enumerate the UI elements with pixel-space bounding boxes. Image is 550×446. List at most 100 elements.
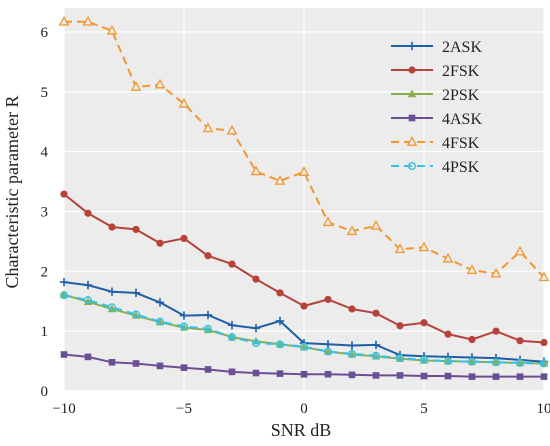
data-point [132,360,140,367]
x-tick-label: −5 [176,401,192,417]
data-point [156,362,164,370]
data-point [107,287,117,296]
data-point [59,277,69,287]
data-point [418,241,430,252]
data-point [275,316,285,326]
data-point [131,288,141,298]
legend-item-4psk: 4PSK [391,159,480,176]
x-axis-label: SNR dB [271,420,332,440]
data-point [324,370,332,378]
data-point [324,295,332,304]
data-point [538,271,550,282]
y-tick-label: 0 [41,384,49,400]
data-point [490,267,502,278]
data-point [60,190,68,198]
data-point [396,322,404,330]
data-point [372,372,380,379]
data-point [408,66,416,74]
data-point [406,136,418,146]
data-point [156,239,164,247]
y-tick-label: 4 [41,145,49,161]
series-2fsk [60,190,548,347]
data-point [130,81,142,91]
data-point [178,97,190,108]
data-point [408,161,417,170]
data-point [348,349,357,358]
y-tick-label: 2 [41,264,49,280]
legend: 2ASK 2FSK 2PSK 4ASK 4FSK 4PSK [391,39,482,176]
data-point [371,340,381,350]
data-point [491,357,501,366]
legend-label: 4ASK [442,111,482,128]
series-layer [58,15,550,380]
x-tick-label: 0 [300,401,308,417]
data-point [251,323,261,333]
data-point [251,339,260,348]
data-point [347,341,357,350]
data-point [396,354,405,363]
data-point [58,15,70,26]
data-point [203,324,212,333]
legend-item-2fsk: 2FSK [391,63,480,80]
y-axis-label: Characteristic parameter R [2,96,22,289]
legend-label: 2PSK [442,87,480,104]
x-tick-label: −10 [52,401,75,417]
y-tick-label: 5 [41,85,49,101]
x-tick-label: 5 [420,401,428,417]
data-point [228,260,236,268]
data-point [107,303,116,312]
data-point [276,340,285,349]
series-4fsk [58,15,550,282]
data-point [420,319,428,327]
data-point [540,373,548,380]
data-point [180,234,188,242]
data-point [131,310,140,319]
data-point [202,122,214,133]
data-point [468,335,476,344]
data-point [228,368,236,376]
data-point [226,124,238,135]
data-point [420,355,429,364]
data-point [106,24,118,35]
y-tick-label: 3 [41,204,49,220]
data-point [83,296,92,305]
data-point [155,298,165,307]
legend-label: 4FSK [442,135,480,152]
data-point [108,358,116,366]
series-4ask [60,351,548,380]
data-point [444,357,453,366]
legend-item-4fsk: 4FSK [391,135,480,152]
data-point [540,359,549,368]
x-tick-label: 10 [537,401,550,417]
data-point [466,264,478,274]
data-point [300,370,308,378]
legend-label: 4PSK [442,159,480,176]
data-point [407,41,417,51]
data-point [370,219,382,230]
data-point [132,225,140,234]
data-point [492,373,500,380]
legend-label: 2FSK [442,63,480,80]
data-point [204,366,212,373]
series-4psk [60,291,549,368]
data-point [252,275,260,283]
legend-item-4ask: 4ASK [391,111,482,128]
data-point [468,373,476,380]
data-point [514,245,526,256]
data-point [60,291,69,300]
data-point [323,347,333,355]
data-point [82,15,94,26]
data-point [84,353,92,361]
data-point [322,216,334,227]
data-point [227,320,237,330]
data-point [179,322,188,331]
legend-label: 2ASK [442,39,482,56]
legend-item-2psk: 2PSK [391,87,480,104]
data-point [346,225,358,236]
data-point [179,311,189,320]
data-point [300,342,309,351]
y-tick-label: 1 [41,324,49,340]
data-point [467,357,477,365]
data-point [276,289,284,297]
